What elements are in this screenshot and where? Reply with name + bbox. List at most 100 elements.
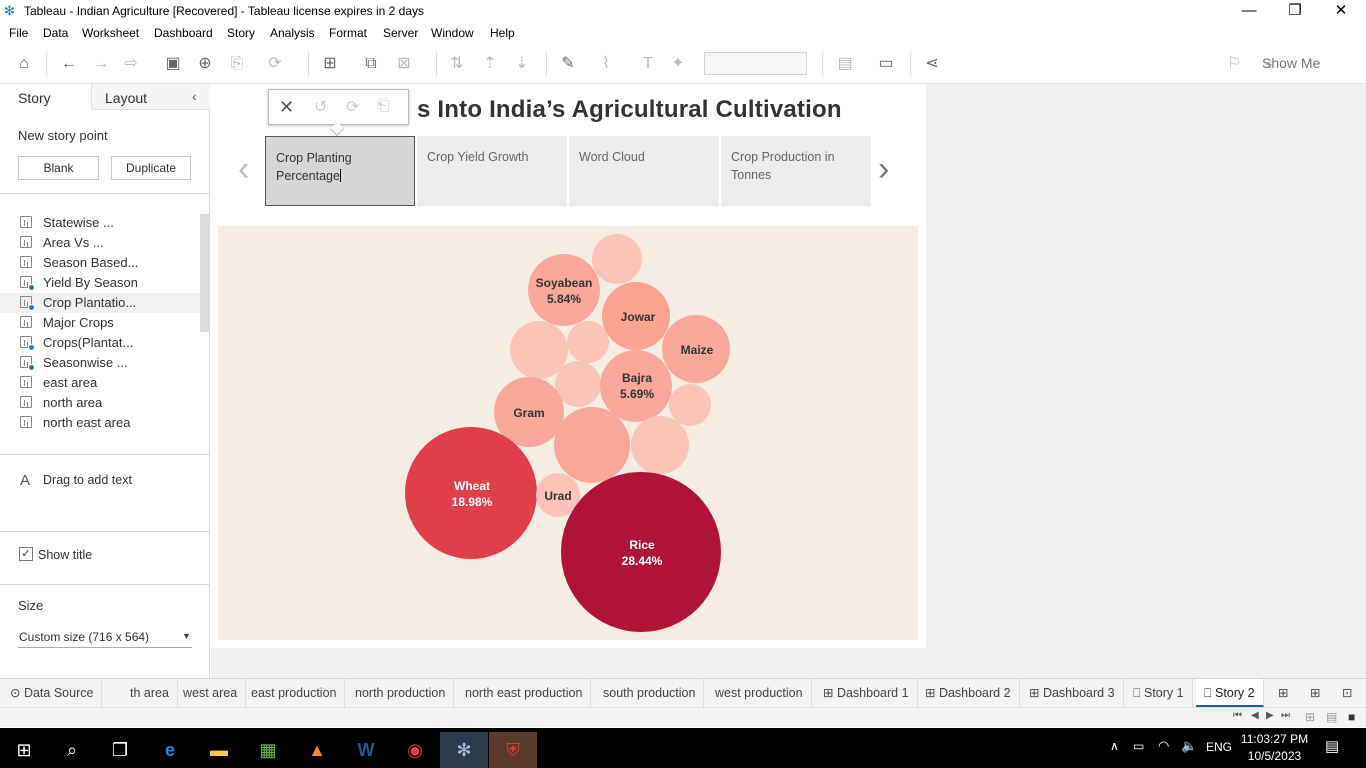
windows-start-icon[interactable]: ⊞ [16, 740, 32, 760]
save-icon[interactable]: ▣ [165, 55, 181, 72]
show-tabs-icon[interactable]: ■ [1348, 710, 1356, 724]
bubble-bajra[interactable] [600, 350, 672, 422]
duplicate-sheet-icon[interactable]: ⧉ [365, 55, 377, 72]
show-me-button[interactable]: Show Me [1262, 55, 1321, 71]
sheet-item[interactable]: Seasonwise ... [0, 353, 200, 373]
menu-file[interactable]: File [9, 26, 29, 40]
tableau-taskbar-icon[interactable]: ✻ [440, 732, 488, 768]
vlc-icon[interactable]: ▲ [308, 740, 326, 760]
menu-window[interactable]: Window [431, 26, 474, 40]
replay-icon[interactable]: ⇨ [124, 55, 138, 72]
menu-dashboard[interactable]: Dashboard [154, 26, 213, 40]
sheet-item[interactable]: Crops(Plantat... [0, 333, 200, 353]
show-me-icon[interactable]: ≡ [1265, 56, 1275, 72]
word-icon[interactable]: W [357, 740, 375, 760]
collapse-icon[interactable]: ‹ [192, 88, 197, 104]
next-sheet-icon[interactable]: ▶ [1266, 710, 1274, 721]
presentation-mode-icon[interactable]: ▭ [878, 55, 894, 72]
undo-icon[interactable]: ← [61, 55, 77, 72]
tab-dashboard[interactable]: ⊞ Dashboard 2 [917, 679, 1020, 707]
wifi-icon[interactable]: ◠ [1158, 738, 1170, 753]
drag-to-add-text[interactable]: Drag to add text [43, 473, 132, 487]
tab-sheet[interactable]: th area [122, 679, 178, 707]
sheet-item[interactable]: Yield By Season [0, 273, 200, 293]
last-sheet-icon[interactable]: ⏭ [1281, 710, 1290, 721]
bubble-rice[interactable] [561, 472, 721, 632]
microsoft-store-icon[interactable]: ▦ [259, 740, 277, 760]
new-worksheet-tab-icon[interactable]: ⊞ [1278, 686, 1289, 700]
group-icon[interactable]: ⌇ [602, 55, 610, 72]
revert-icon[interactable]: ↺ [314, 99, 328, 116]
menu-help[interactable]: Help [490, 26, 515, 40]
bubble-unlabeled[interactable] [669, 384, 711, 426]
bubble-urad[interactable] [536, 473, 580, 517]
format-painter-icon[interactable]: ⚐ [1226, 55, 1242, 72]
duplicate-button[interactable]: Duplicate [111, 156, 191, 180]
tab-story[interactable]: ⎕ Story 1 [1125, 679, 1193, 707]
task-view-icon[interactable]: ❐ [111, 740, 129, 760]
bubble-jowar[interactable] [602, 282, 670, 350]
home-icon[interactable]: ⌂ [19, 55, 29, 72]
tab-sheet[interactable]: north east production [457, 679, 592, 707]
volume-icon[interactable]: 🔈 [1181, 738, 1198, 753]
story-point-3[interactable]: Word Cloud [569, 136, 719, 206]
sheet-item[interactable]: Statewise ... [0, 213, 200, 233]
bubble-unlabeled[interactable] [592, 234, 642, 284]
bubble-unlabeled[interactable] [554, 407, 630, 483]
sheet-item[interactable]: Major Crops [0, 313, 200, 333]
tab-sheet[interactable]: north production [347, 679, 455, 707]
sheet-item[interactable]: east area [0, 373, 200, 393]
restore-button[interactable]: ❐ [1288, 2, 1302, 19]
new-story-tab-icon[interactable]: ⊡ [1342, 686, 1353, 700]
close-button[interactable]: ✕ [1334, 2, 1348, 19]
search-icon[interactable]: ⌕ [66, 740, 78, 760]
share-icon[interactable]: ⋖ [925, 55, 939, 72]
swap-icon[interactable]: ⇅ [450, 55, 464, 72]
bubble-unlabeled[interactable] [631, 416, 689, 474]
bubble-gram[interactable] [494, 377, 564, 447]
first-sheet-icon[interactable]: ⏮ [1233, 710, 1242, 721]
app-shield-icon[interactable]: ⛨ [489, 732, 537, 768]
bubble-unlabeled[interactable] [567, 321, 609, 363]
tab-story-active[interactable]: ⎕ Story 2 [1196, 679, 1264, 707]
sheet-item[interactable]: north east area [0, 413, 200, 433]
save-as-new-icon[interactable]: ⎗ [377, 97, 390, 114]
new-worksheet-icon[interactable]: ⊞ [323, 55, 337, 72]
refresh-icon[interactable]: ⟳ [268, 55, 282, 72]
sort-descending-icon[interactable]: ⇣ [515, 55, 529, 72]
notifications-icon[interactable]: ▤ [1325, 738, 1340, 755]
bubble-wheat[interactable] [405, 427, 537, 559]
blank-button[interactable]: Blank [18, 156, 99, 180]
labels-icon[interactable]: T [643, 55, 653, 72]
menu-format[interactable]: Format [329, 26, 368, 40]
bubble-unlabeled[interactable] [555, 361, 601, 407]
tab-dashboard[interactable]: ⊞ Dashboard 3 [1021, 679, 1124, 707]
previous-point-arrow[interactable]: ‹ [238, 150, 250, 188]
story-point-2[interactable]: Crop Yield Growth [417, 136, 567, 206]
tab-sheet[interactable]: east production [243, 679, 346, 707]
menu-server[interactable]: Server [383, 26, 419, 40]
new-data-source-icon[interactable]: ⊕ [198, 55, 212, 72]
menu-data[interactable]: Data [43, 26, 69, 40]
show-sheet-sorter-icon[interactable]: ⊞ [1305, 710, 1316, 724]
menu-story[interactable]: Story [227, 26, 256, 40]
tab-dashboard[interactable]: ⊞ Dashboard 1 [815, 679, 918, 707]
edge-browser-icon[interactable]: e [164, 740, 175, 760]
bubble-maize[interactable] [662, 315, 730, 383]
tab-sheet[interactable]: west area [175, 679, 247, 707]
sort-ascending-icon[interactable]: ⇡ [483, 55, 497, 72]
fit-dropdown[interactable] [704, 52, 807, 75]
minimize-button[interactable]: — [1241, 2, 1257, 19]
tab-sheet[interactable]: south production [595, 679, 705, 707]
next-point-arrow[interactable]: › [878, 150, 890, 188]
sheet-list-scrollbar[interactable] [200, 214, 209, 332]
sheet-item[interactable]: north area [0, 393, 200, 413]
tab-sheet[interactable]: west production [707, 679, 812, 707]
highlight-icon[interactable]: ✎ [561, 55, 575, 72]
size-dropdown[interactable]: Custom size (716 x 564) ▼ [18, 628, 192, 648]
sheet-item[interactable]: Season Based... [0, 253, 200, 273]
battery-icon[interactable]: ▭ [1133, 739, 1145, 753]
pause-updates-icon[interactable]: ⎘ [230, 55, 244, 72]
menu-worksheet[interactable]: Worksheet [82, 26, 140, 40]
tab-story[interactable]: Story [0, 84, 92, 110]
